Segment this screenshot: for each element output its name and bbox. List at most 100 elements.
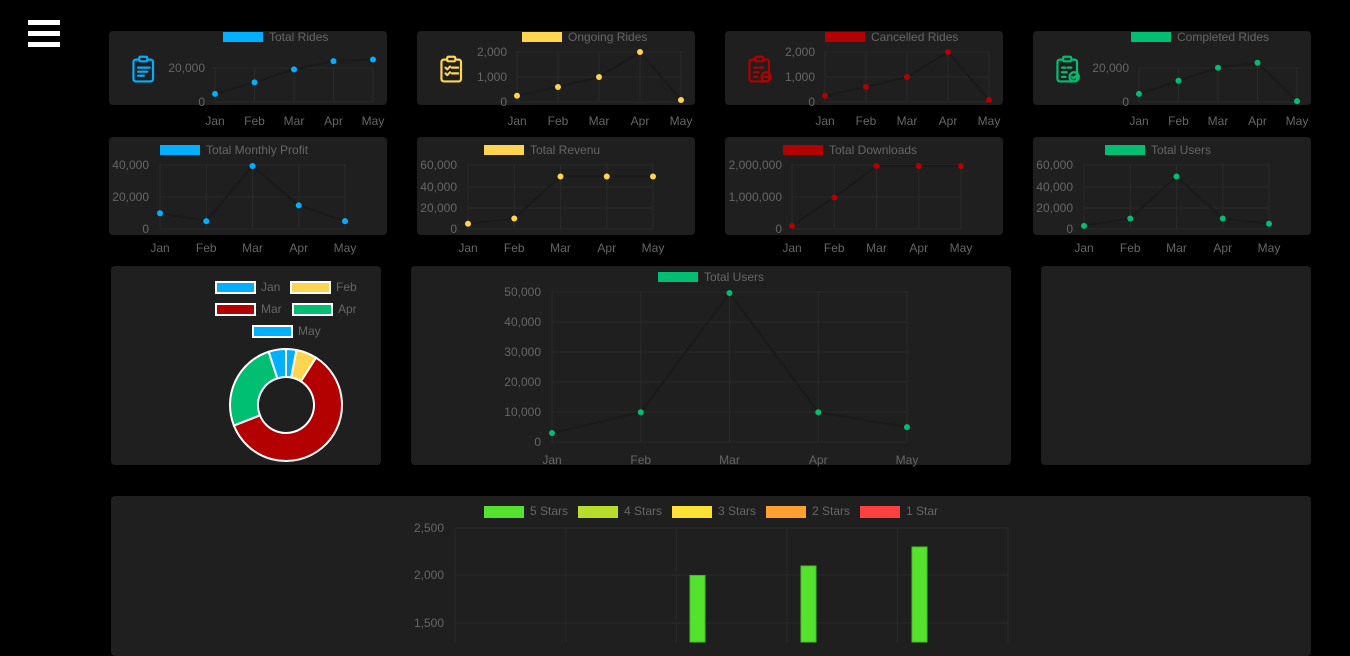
charts-layer: 0 20,000 Jan Feb Mar Apr May Total Rides 0 1,000 2… [112,30,1308,643]
data-point[interactable] [1215,64,1221,71]
data-point[interactable] [789,222,795,229]
legend-item-5-stars[interactable]: 5 Stars [484,504,568,518]
legend-item[interactable]: Total Downloads [783,143,917,157]
legend-item[interactable]: Total Monthly Profit [160,143,309,157]
x-tick-label: Mar [866,241,887,255]
data-point[interactable] [637,409,644,416]
x-tick-label: Apr [1213,241,1232,255]
x-tick-label: Jan [150,241,169,255]
y-tick-label: 1,500 [414,616,444,630]
data-point[interactable] [203,218,210,225]
data-point[interactable] [1136,90,1142,97]
legend-swatch [484,145,524,155]
data-point[interactable] [726,290,733,296]
legend-label: Completed Rides [1177,30,1269,44]
data-point[interactable] [370,56,376,63]
data-point[interactable] [295,202,302,209]
donut-slice-may[interactable] [267,347,287,380]
hamburger-menu-button[interactable] [28,20,60,49]
donut-slice-mar[interactable] [232,356,343,462]
total-downloads-chart: 0 1,000,000 2,000,000 Jan Feb Mar Apr May Total … [729,143,973,255]
data-point[interactable] [945,49,951,55]
data-point[interactable] [1081,222,1087,229]
bar-5-stars[interactable] [689,575,706,643]
data-point[interactable] [831,194,838,201]
data-point[interactable] [863,84,869,90]
data-point[interactable] [291,66,297,73]
data-point[interactable] [815,409,822,416]
bar-5-stars[interactable] [911,546,928,643]
legend-item-may[interactable]: May [252,324,321,338]
data-point[interactable] [596,74,602,80]
legend-item-feb[interactable]: Feb [290,280,357,294]
data-point[interactable] [958,163,964,169]
data-point[interactable] [637,49,643,55]
y-tick-label: 0 [142,222,149,236]
total-rides-chart: 0 20,000 Jan Feb Mar Apr May Total Rides [132,30,384,128]
donut-slice-apr[interactable] [229,350,279,427]
legend-item-4-stars[interactable]: 4 Stars [578,504,662,518]
data-point[interactable] [549,430,555,437]
data-point[interactable] [1175,77,1182,84]
data-point[interactable] [514,92,520,99]
x-tick-label: Apr [597,241,616,255]
legend-item-apr[interactable]: Apr [292,302,357,316]
legend-swatch [522,32,562,42]
data-point[interactable] [557,173,564,180]
data-point[interactable] [904,74,910,80]
x-tick-label: May [670,114,693,128]
data-point[interactable] [904,424,910,431]
legend-swatch [160,145,200,155]
y-tick-label: 2,000 [785,45,815,59]
data-point[interactable] [678,97,684,103]
legend-item-2-stars[interactable]: 2 Stars [766,504,850,518]
legend-item[interactable]: Ongoing Rides [522,30,647,44]
legend-swatch [484,506,524,518]
x-tick-label: May [896,453,919,467]
legend-item[interactable]: Completed Rides [1131,30,1269,44]
data-point[interactable] [915,163,922,169]
menu-bar [28,31,60,36]
legend-swatch [252,325,293,338]
data-point[interactable] [157,210,163,217]
ratings-bar-chart: 1,500 2,000 2,500 5 Stars 4 Stars 3 Stars 2 St… [414,504,1009,643]
x-tick-label: Apr [1248,114,1267,128]
data-point[interactable] [822,92,828,99]
legend-item[interactable]: Total Users [658,270,764,284]
legend-item-jan[interactable]: Jan [215,280,280,294]
x-tick-label: Feb [244,114,265,128]
data-point[interactable] [986,97,992,103]
data-point[interactable] [1127,215,1134,222]
legend-item[interactable]: Total Users [1105,143,1211,157]
legend-item[interactable]: Cancelled Rides [825,30,958,44]
legend-item[interactable]: Total Revenu [484,143,600,157]
x-tick-label: Feb [1168,114,1189,128]
data-point[interactable] [1294,98,1300,105]
data-point[interactable] [650,173,656,180]
data-point[interactable] [603,173,610,180]
legend-label: Ongoing Rides [568,30,647,44]
bar-5-stars[interactable] [800,565,817,643]
data-point[interactable] [249,163,256,169]
data-point[interactable] [1266,220,1272,227]
data-point[interactable] [1219,215,1226,222]
data-point[interactable] [330,58,337,65]
x-tick-label: Feb [196,241,217,255]
legend-label: 1 Star [906,504,938,518]
data-point[interactable] [465,220,471,227]
legend-item[interactable]: Total Rides [223,30,328,44]
legend-item-1-star[interactable]: 1 Star [860,504,938,518]
data-point[interactable] [511,215,518,222]
data-point[interactable] [212,90,218,97]
data-point[interactable] [1173,173,1180,180]
x-tick-label: May [642,241,665,255]
data-point[interactable] [342,218,348,225]
legend-item-3-stars[interactable]: 3 Stars [672,504,756,518]
data-point[interactable] [251,79,258,86]
legend-item-mar[interactable]: Mar [215,302,282,316]
data-point[interactable] [1254,59,1261,66]
data-point[interactable] [873,163,880,169]
ratings-bar-chart-card [111,496,1311,656]
y-tick-label: 1,000 [477,70,507,84]
data-point[interactable] [555,84,561,90]
